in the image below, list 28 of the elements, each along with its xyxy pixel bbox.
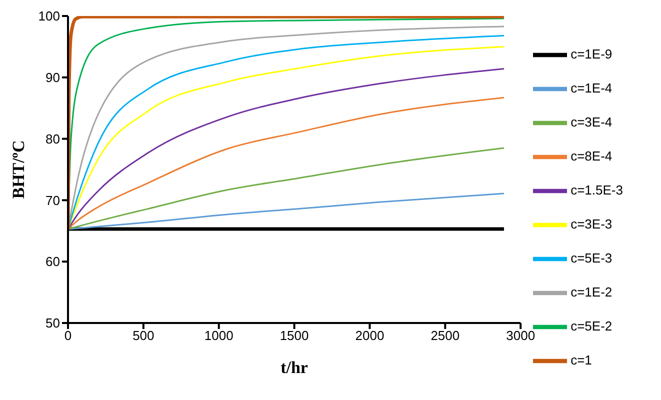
x-tick-label: 2500 xyxy=(430,328,460,344)
legend-label: c=1E-4 xyxy=(570,80,612,96)
line-series xyxy=(68,192,505,230)
line-series xyxy=(68,147,505,230)
y-tick-label: 80 xyxy=(46,131,60,146)
y-tick-label: 50 xyxy=(46,316,60,331)
legend-label: c=5E-3 xyxy=(570,250,612,266)
legend-label: c=3E-3 xyxy=(570,216,612,232)
x-axis-title: t/hr xyxy=(280,358,308,377)
legend-label: c=3E-4 xyxy=(570,114,612,130)
y-tick-label: 100 xyxy=(38,8,60,24)
y-axis-title: BHT/ºC xyxy=(9,140,28,199)
x-tick-label: 1500 xyxy=(280,328,309,344)
y-tick-label: 60 xyxy=(46,254,60,270)
x-tick-label: 2000 xyxy=(355,328,384,344)
legend-label: c=1E-9 xyxy=(570,46,612,62)
legend-label: c=8E-4 xyxy=(570,148,612,164)
legend-label: c=1 xyxy=(570,352,592,368)
legend-label: c=1.5E-3 xyxy=(570,182,623,198)
x-tick-label: 3000 xyxy=(506,328,536,344)
x-tick-label: 1000 xyxy=(204,328,234,344)
line-series xyxy=(68,96,505,230)
legend-label: c=5E-2 xyxy=(570,318,612,334)
x-tick-label: 0 xyxy=(64,328,72,344)
legend-label: c=1E-2 xyxy=(570,284,612,300)
x-tick-label: 500 xyxy=(132,328,154,344)
y-tick-label: 90 xyxy=(46,70,60,86)
y-tick-label: 70 xyxy=(46,192,60,208)
